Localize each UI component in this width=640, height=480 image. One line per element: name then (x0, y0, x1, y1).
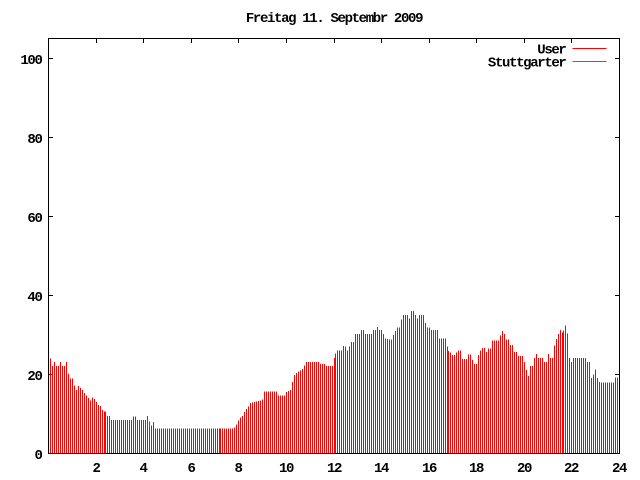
svg-text:User: User (537, 43, 566, 59)
svg-text:20: 20 (517, 461, 532, 477)
svg-text:4: 4 (139, 461, 147, 477)
svg-text:40: 40 (27, 290, 42, 306)
svg-text:Freitag 11. Septembr 2009: Freitag 11. Septembr 2009 (246, 11, 423, 27)
svg-text:8: 8 (234, 461, 242, 477)
svg-text:2: 2 (92, 461, 100, 477)
svg-text:16: 16 (422, 461, 437, 477)
svg-text:60: 60 (27, 211, 42, 227)
svg-text:22: 22 (564, 461, 579, 477)
svg-text:0: 0 (34, 448, 42, 464)
svg-text:10: 10 (279, 461, 294, 477)
svg-text:12: 12 (327, 461, 342, 477)
svg-text:18: 18 (469, 461, 484, 477)
svg-text:Stuttgarter: Stuttgarter (488, 56, 567, 72)
svg-text:14: 14 (374, 461, 389, 477)
svg-text:80: 80 (27, 132, 42, 148)
svg-text:20: 20 (27, 369, 42, 385)
svg-text:100: 100 (20, 53, 42, 69)
svg-text:24: 24 (612, 461, 627, 477)
svg-text:6: 6 (187, 461, 195, 477)
